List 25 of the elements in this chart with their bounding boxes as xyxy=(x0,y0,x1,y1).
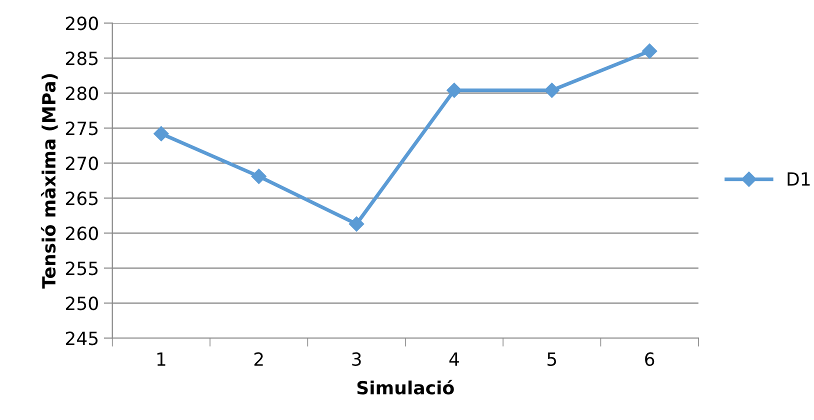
y-tick-label: 255 xyxy=(66,262,98,276)
point xyxy=(544,82,560,98)
y-tick-label: 265 xyxy=(66,192,98,206)
y-tick-label: 245 xyxy=(66,332,98,346)
x-axis-title: Simulació xyxy=(357,380,454,395)
point xyxy=(154,126,169,142)
y-tick-label: 260 xyxy=(66,226,98,240)
x-tick-label: 4 xyxy=(449,352,459,366)
x-tick-label: 5 xyxy=(548,352,556,366)
y-tick-label: 285 xyxy=(66,52,98,66)
y-axis-title: Tensió màxima (MPa) xyxy=(40,74,58,289)
y-tick-label: 280 xyxy=(66,86,98,100)
point xyxy=(446,82,462,98)
y-tick-label: 275 xyxy=(66,122,98,136)
x-tick-label: 1 xyxy=(157,352,166,366)
point xyxy=(251,168,266,184)
y-tick-label: 270 xyxy=(66,156,98,170)
point xyxy=(642,44,658,59)
x-tick-label: 6 xyxy=(645,352,654,366)
x-tick-label: 2 xyxy=(254,352,263,366)
y-tick-label: 250 xyxy=(66,296,98,310)
point xyxy=(348,216,364,232)
y-tick-label: 290 xyxy=(66,16,98,30)
legend-label: D1 xyxy=(788,172,810,186)
x-tick-label: 3 xyxy=(352,352,361,366)
